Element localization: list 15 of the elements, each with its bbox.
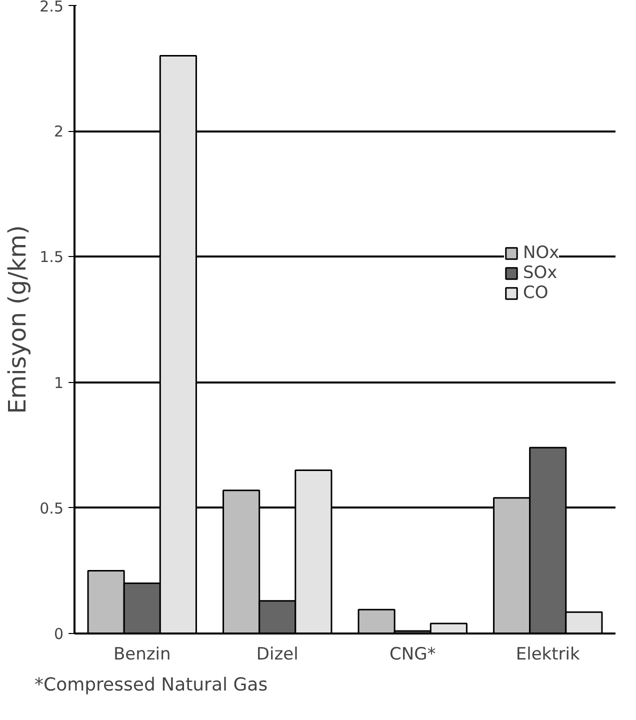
x-tick-label: Benzin	[113, 644, 171, 664]
y-tick-label: 0	[54, 625, 64, 643]
x-tick-label: CNG*	[389, 644, 436, 664]
x-tick-label: Elektrik	[516, 644, 580, 664]
legend-label: SOx	[523, 263, 558, 283]
y-tick-label: 2.5	[40, 0, 64, 16]
x-tick-label: Dizel	[256, 644, 298, 664]
y-tick-label: 0.5	[40, 499, 64, 518]
text: *Compressed Natural Gas	[34, 674, 268, 696]
y-tick-label: 1	[54, 374, 64, 392]
y-axis-title: Emisyon (g/km)	[4, 225, 32, 414]
y-tick-label: 2	[54, 122, 64, 141]
legend-label: CO	[523, 283, 548, 303]
legend-label: NOx	[523, 243, 560, 263]
y-tick-label: 1.5	[40, 248, 64, 266]
